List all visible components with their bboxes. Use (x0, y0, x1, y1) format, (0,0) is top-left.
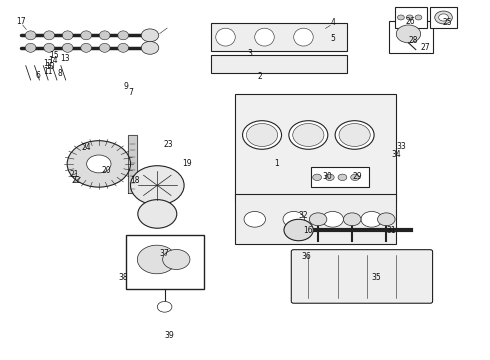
Circle shape (87, 155, 111, 173)
Circle shape (157, 301, 172, 312)
Text: 29: 29 (352, 172, 362, 181)
Circle shape (244, 211, 266, 227)
Circle shape (289, 121, 328, 149)
Polygon shape (128, 135, 137, 193)
Text: 35: 35 (372, 273, 381, 282)
Text: 17: 17 (16, 17, 25, 26)
Text: 22: 22 (71, 176, 81, 185)
Text: 21: 21 (70, 170, 79, 179)
Text: 8: 8 (57, 69, 62, 78)
FancyBboxPatch shape (125, 235, 203, 289)
Circle shape (141, 41, 159, 54)
Text: 5: 5 (330, 34, 335, 43)
Text: 3: 3 (247, 49, 252, 58)
Text: 1: 1 (274, 159, 279, 168)
Circle shape (396, 25, 420, 43)
Circle shape (313, 174, 321, 180)
Text: 34: 34 (391, 150, 401, 159)
Circle shape (377, 213, 395, 226)
Text: 27: 27 (420, 43, 430, 52)
Text: 15: 15 (49, 51, 58, 60)
Ellipse shape (25, 31, 36, 40)
Text: 4: 4 (330, 18, 335, 27)
Circle shape (284, 219, 313, 241)
Circle shape (67, 141, 130, 187)
Circle shape (243, 121, 282, 149)
Ellipse shape (294, 28, 313, 46)
Circle shape (343, 213, 361, 226)
Text: 33: 33 (396, 141, 406, 150)
Ellipse shape (118, 31, 128, 40)
Circle shape (293, 123, 324, 147)
Text: 10: 10 (45, 62, 55, 71)
Circle shape (325, 174, 334, 180)
FancyBboxPatch shape (430, 7, 457, 28)
Text: 20: 20 (101, 166, 111, 175)
Ellipse shape (62, 43, 73, 52)
FancyBboxPatch shape (235, 194, 396, 244)
Circle shape (397, 15, 404, 20)
Circle shape (415, 15, 422, 20)
Circle shape (246, 123, 278, 147)
Text: 6: 6 (35, 71, 40, 80)
Text: 13: 13 (60, 54, 70, 63)
FancyBboxPatch shape (211, 23, 347, 51)
Circle shape (435, 11, 452, 24)
Text: 12: 12 (43, 59, 52, 68)
Text: 36: 36 (301, 252, 311, 261)
Text: 39: 39 (165, 331, 174, 340)
Text: 23: 23 (163, 140, 173, 149)
Text: 26: 26 (406, 17, 416, 26)
Text: 38: 38 (119, 273, 128, 282)
Ellipse shape (25, 43, 36, 52)
Circle shape (439, 14, 448, 21)
Circle shape (309, 213, 327, 226)
Text: 31: 31 (386, 225, 396, 234)
Text: 32: 32 (298, 211, 308, 220)
Circle shape (322, 211, 343, 227)
Ellipse shape (216, 28, 235, 46)
Ellipse shape (81, 43, 92, 52)
Circle shape (338, 174, 347, 180)
Circle shape (361, 211, 382, 227)
Circle shape (335, 121, 374, 149)
Text: 2: 2 (257, 72, 262, 81)
Text: 37: 37 (160, 249, 170, 258)
Ellipse shape (62, 31, 73, 40)
FancyBboxPatch shape (291, 249, 433, 303)
Circle shape (283, 211, 304, 227)
Text: 30: 30 (322, 172, 332, 181)
FancyBboxPatch shape (311, 167, 369, 187)
Circle shape (137, 245, 176, 274)
FancyBboxPatch shape (395, 7, 427, 28)
Ellipse shape (44, 31, 54, 40)
Text: 11: 11 (43, 67, 52, 76)
Text: 19: 19 (182, 159, 192, 168)
Text: 28: 28 (408, 36, 418, 45)
Circle shape (138, 200, 177, 228)
Text: 18: 18 (131, 176, 140, 185)
Text: 9: 9 (123, 82, 128, 91)
Ellipse shape (81, 31, 92, 40)
Circle shape (163, 249, 190, 270)
Circle shape (351, 174, 360, 180)
FancyBboxPatch shape (211, 55, 347, 73)
Ellipse shape (99, 31, 110, 40)
Circle shape (141, 29, 159, 42)
FancyBboxPatch shape (235, 94, 396, 202)
Circle shape (339, 123, 370, 147)
Circle shape (130, 166, 184, 205)
Text: 7: 7 (128, 88, 133, 97)
Text: 25: 25 (442, 18, 452, 27)
Text: 24: 24 (82, 143, 92, 152)
Circle shape (406, 15, 413, 20)
Ellipse shape (118, 43, 128, 52)
Ellipse shape (99, 43, 110, 52)
Text: 16: 16 (303, 225, 313, 234)
Text: 14: 14 (48, 56, 57, 65)
Ellipse shape (44, 43, 54, 52)
Ellipse shape (255, 28, 274, 46)
FancyBboxPatch shape (389, 21, 433, 53)
